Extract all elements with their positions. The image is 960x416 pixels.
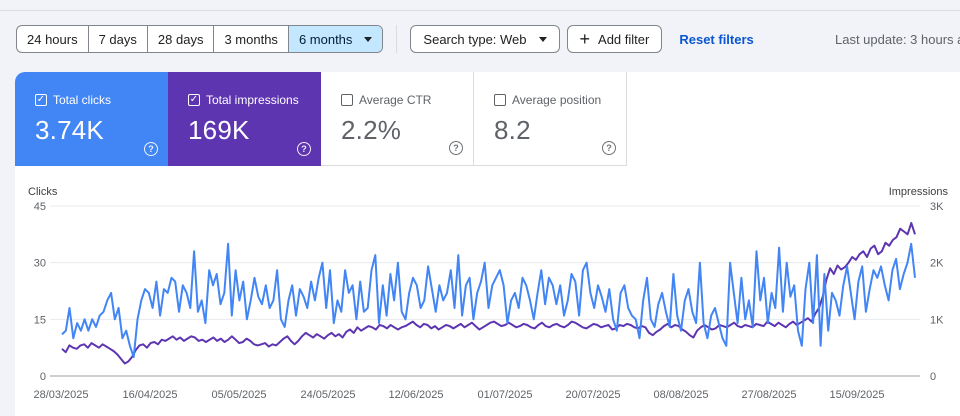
performance-chart[interactable]: Clicks Impressions 45 3K 30 2K 15 1K 0 0 28/03/202… <box>15 72 960 416</box>
range-24-hours[interactable]: 24 hours <box>17 26 89 52</box>
help-icon[interactable]: ? <box>449 141 463 155</box>
metric-label: Average position <box>512 93 602 107</box>
plus-icon: + <box>579 29 591 49</box>
right-tick-label: 2K <box>930 258 944 270</box>
range-label: 24 hours <box>27 31 78 47</box>
metric-card-total-impressions[interactable]: ✓ Total impressions 169K ? <box>168 72 321 166</box>
right-tick-label: 3K <box>930 201 944 213</box>
metric-card-average-ctr[interactable]: Average CTR 2.2% ? <box>321 72 474 166</box>
metric-card-total-clicks[interactable]: ✓ Total clicks 3.74K ? <box>15 72 168 166</box>
metric-cards: ✓ Total clicks 3.74K ? ✓ Total impressions… <box>15 72 627 166</box>
search-type-dropdown[interactable]: Search type: Web <box>410 25 560 53</box>
checkbox-checked-icon[interactable]: ✓ <box>188 94 200 106</box>
metric-card-average-position[interactable]: Average position 8.2 ? <box>474 72 627 166</box>
checkbox-checked-icon[interactable]: ✓ <box>35 94 47 106</box>
right-tick-label: 1K <box>930 314 944 326</box>
toolbar-divider <box>396 25 398 53</box>
range-28-days[interactable]: 28 days <box>148 26 215 52</box>
left-tick-label: 45 <box>34 201 46 213</box>
x-tick-label: 15/09/2025 <box>829 389 884 401</box>
reset-filters-link[interactable]: Reset filters <box>679 31 754 47</box>
metric-label: Average CTR <box>359 93 432 107</box>
series-line-clicks <box>61 242 916 359</box>
x-tick-label: 05/05/2025 <box>211 389 266 401</box>
right-tick-label: 0 <box>930 371 936 383</box>
caret-down-icon <box>364 37 373 42</box>
add-filter-button[interactable]: + Add filter <box>566 25 663 53</box>
range-label: 6 months <box>298 31 353 47</box>
help-icon[interactable]: ? <box>144 142 158 156</box>
range-label: 3 months <box>224 31 278 47</box>
series-line-impressions <box>61 222 916 365</box>
x-tick-label: 20/07/2025 <box>565 389 620 401</box>
date-range-selector: 24 hours 7 days 28 days 3 months 6 month… <box>16 25 384 53</box>
toolbar: 24 hours 7 days 28 days 3 months 6 month… <box>16 25 754 53</box>
right-axis-title: Impressions <box>889 186 949 198</box>
x-tick-label: 27/08/2025 <box>741 389 796 401</box>
help-icon[interactable]: ? <box>602 141 616 155</box>
help-icon[interactable]: ? <box>297 142 311 156</box>
range-label: 28 days <box>157 31 204 47</box>
metric-value: 3.74K <box>35 115 104 145</box>
caret-down-icon <box>538 37 547 42</box>
metric-label: Total impressions <box>206 93 299 107</box>
range-label: 7 days <box>98 31 137 47</box>
checkbox-unchecked-icon[interactable] <box>494 94 506 106</box>
left-tick-label: 15 <box>34 314 46 326</box>
last-update-text: Last update: 3 hours ago <box>835 32 960 47</box>
x-tick-label: 01/07/2025 <box>477 389 532 401</box>
metric-label: Total clicks <box>53 93 112 107</box>
checkbox-unchecked-icon[interactable] <box>341 94 353 106</box>
top-divider <box>0 10 960 11</box>
metric-value: 8.2 <box>494 115 531 145</box>
range-7-days[interactable]: 7 days <box>89 26 148 52</box>
x-tick-label: 24/05/2025 <box>300 389 355 401</box>
x-tick-label: 28/03/2025 <box>33 389 88 401</box>
search-type-label: Search type: Web <box>423 31 527 47</box>
metric-value: 2.2% <box>341 115 402 145</box>
x-tick-label: 12/06/2025 <box>388 389 443 401</box>
x-tick-label: 08/08/2025 <box>653 389 708 401</box>
left-tick-label: 0 <box>40 371 46 383</box>
range-6-months[interactable]: 6 months <box>288 26 383 52</box>
range-3-months[interactable]: 3 months <box>214 26 289 52</box>
x-tick-label: 16/04/2025 <box>122 389 177 401</box>
metric-value: 169K <box>188 115 250 145</box>
left-axis-title: Clicks <box>28 186 58 198</box>
performance-panel: ✓ Total clicks 3.74K ? ✓ Total impressions… <box>15 72 960 416</box>
left-tick-label: 30 <box>34 258 46 270</box>
add-filter-label: Add filter <box>598 31 650 47</box>
